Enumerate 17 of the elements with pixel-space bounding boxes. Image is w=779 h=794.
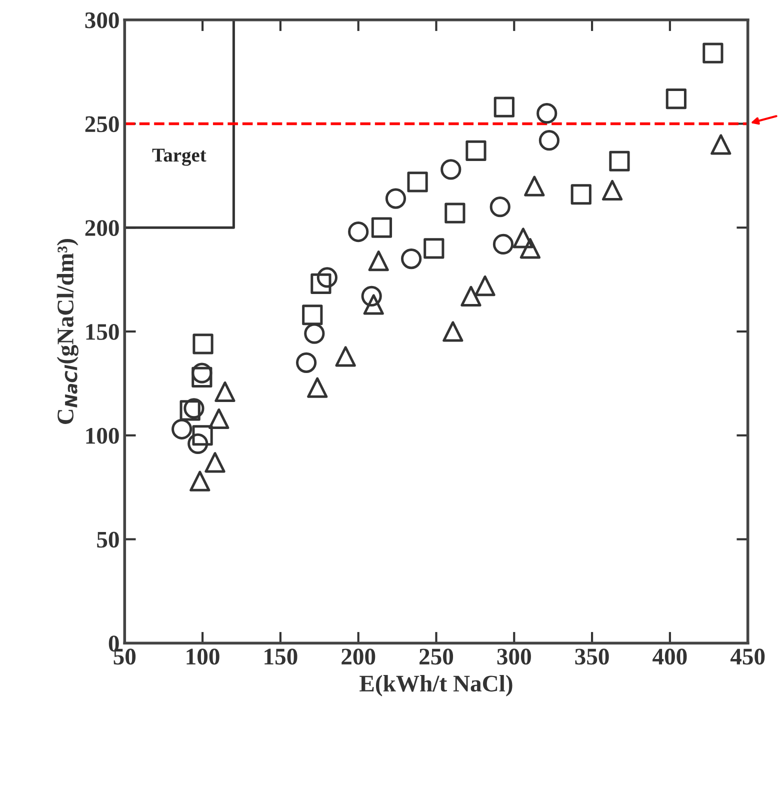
y-axis-title: C$_{NaCl}$(gNaCl/dm³) bbox=[56, 239, 78, 424]
x-axis-title: E(kWh/t NaCl) bbox=[360, 674, 512, 696]
x-tick-label: 400 bbox=[652, 648, 687, 665]
y-tick-label: 250 bbox=[85, 116, 119, 132]
x-tick-label: 250 bbox=[420, 648, 454, 665]
x-tick-label: 200 bbox=[342, 648, 376, 665]
y-tick-label: 200 bbox=[85, 220, 119, 236]
y-tick-label: 150 bbox=[86, 324, 119, 340]
annotation: Target bbox=[152, 148, 206, 166]
x-tick-label: 350 bbox=[575, 648, 609, 665]
y-tick-label: 100 bbox=[86, 428, 119, 444]
x-tick-label: 100 bbox=[186, 648, 220, 665]
y-tick-label: 50 bbox=[97, 532, 119, 548]
x-tick-label: 450 bbox=[730, 648, 765, 665]
y-tick-label: 300 bbox=[85, 12, 119, 28]
x-tick-label: 300 bbox=[497, 648, 531, 665]
x-tick-label: 150 bbox=[264, 648, 298, 665]
